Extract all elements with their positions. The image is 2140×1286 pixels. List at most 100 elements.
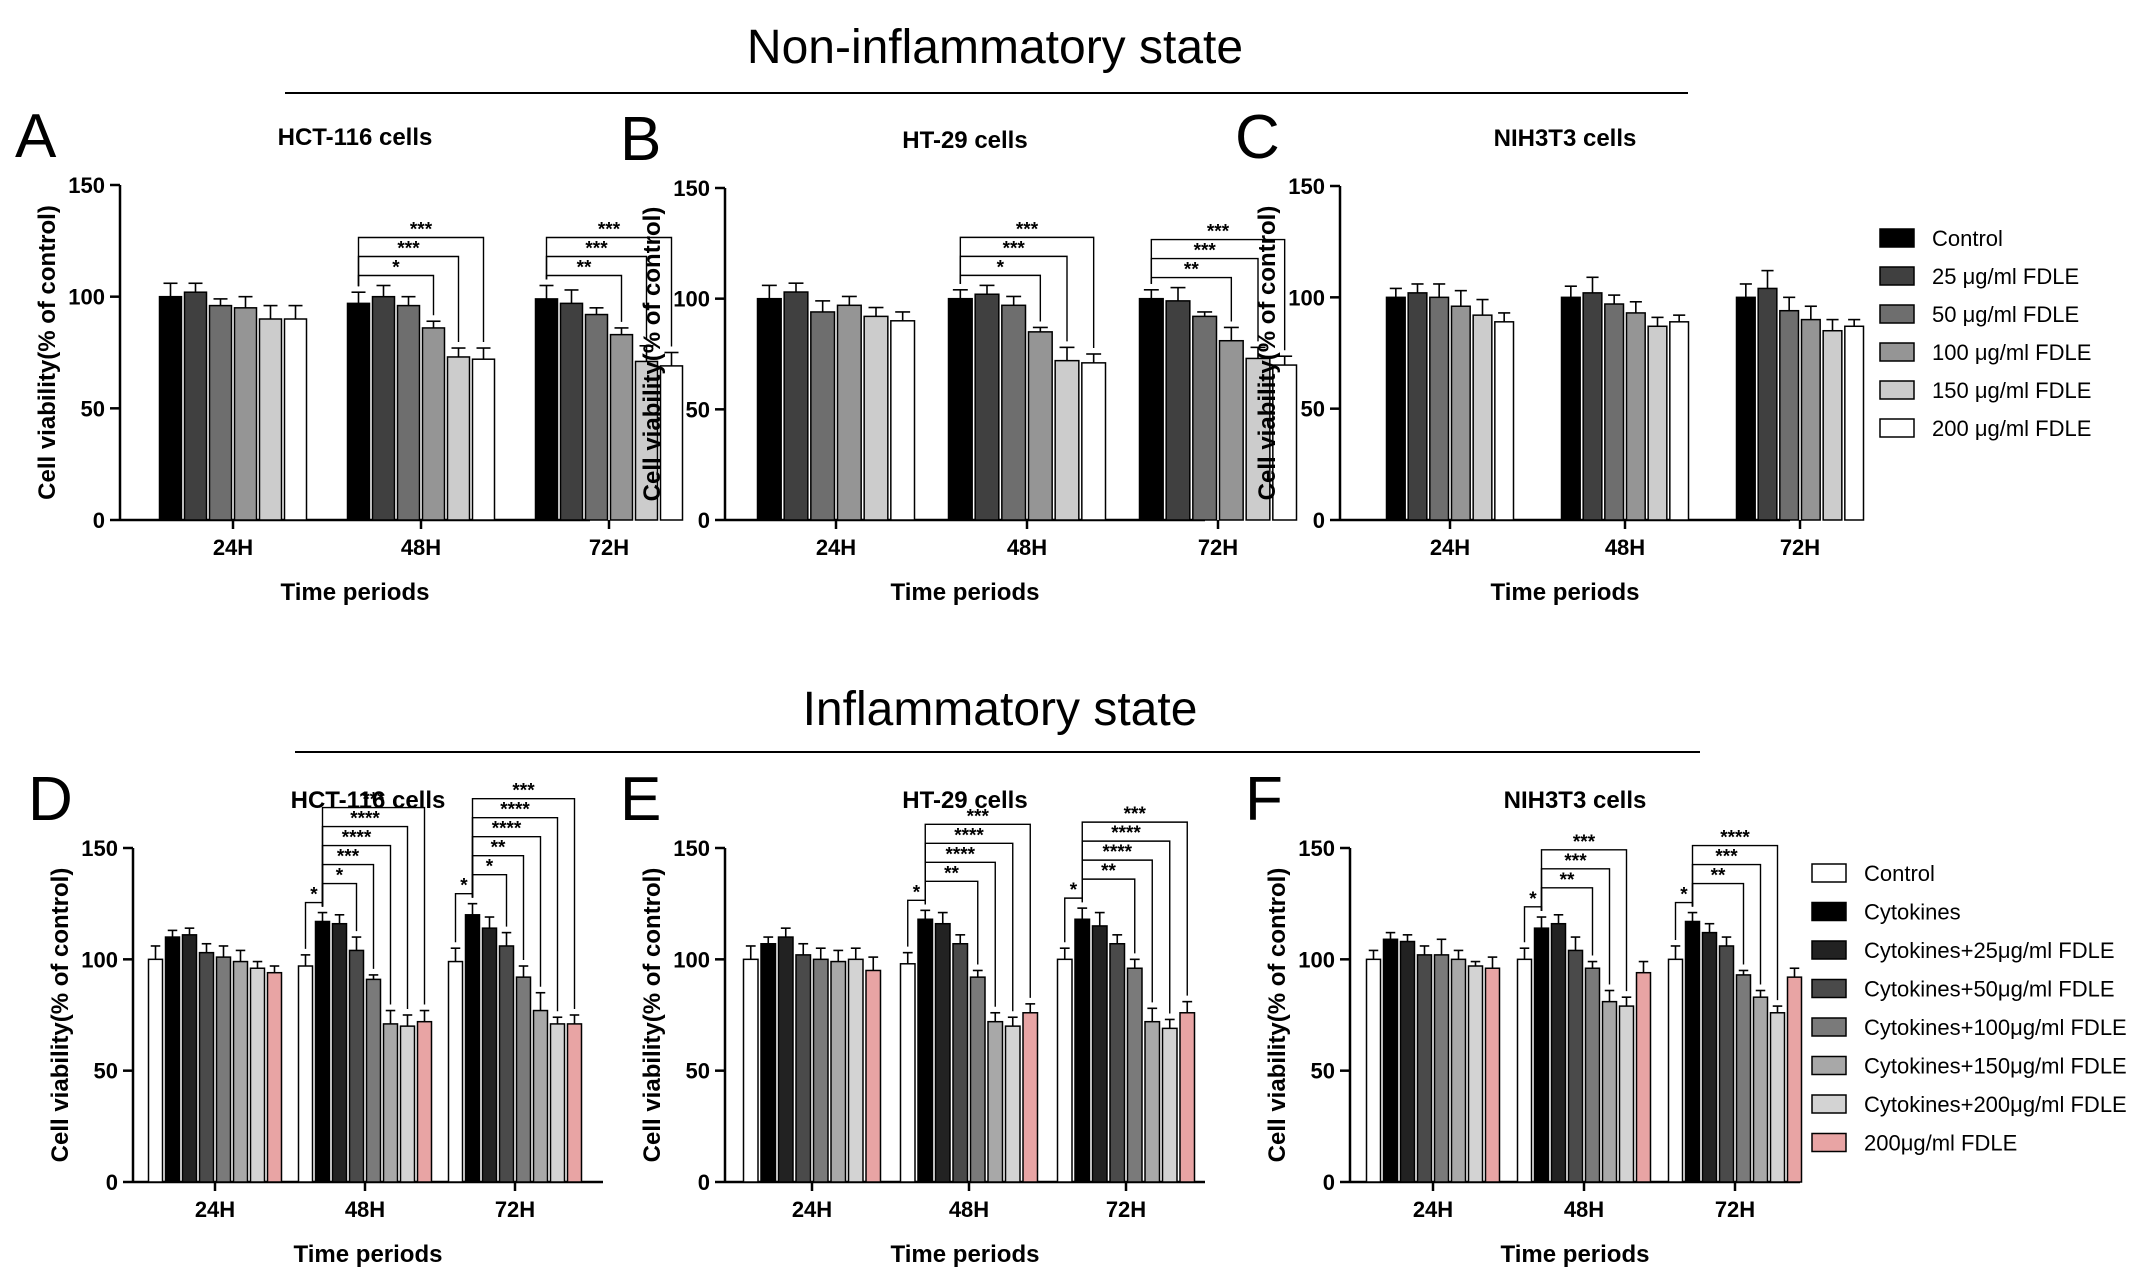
bar: [865, 969, 882, 1183]
bar: [760, 942, 777, 1183]
panel-e: E HT-29 cells 0 50 100 150 Time periods Cell vi…: [620, 765, 1205, 1268]
bar: [1004, 1025, 1021, 1183]
bar: [1533, 927, 1550, 1183]
bar: [549, 1023, 566, 1183]
x-tick-label: 72H: [1106, 1197, 1146, 1222]
bar: [1560, 296, 1581, 521]
significance-label: *: [310, 885, 318, 906]
bar: [559, 302, 584, 521]
significance-label: *: [913, 882, 921, 903]
legend-label: Control: [1864, 861, 1935, 886]
bar: [1407, 292, 1428, 521]
x-axis-label: Time periods: [281, 579, 430, 606]
bar: [471, 358, 496, 521]
legend-label: 200 μg/ml FDLE: [1932, 416, 2091, 441]
legend-label: 100 μg/ml FDLE: [1932, 340, 2091, 365]
bar: [756, 297, 782, 521]
x-axis-label: Time periods: [891, 579, 1040, 606]
x-tick-label: 24H: [792, 1197, 832, 1222]
y-tick-label: 0: [1323, 1170, 1335, 1195]
bar: [1769, 1012, 1786, 1183]
bar: [952, 942, 969, 1183]
legend-swatch: [1879, 304, 1915, 324]
legend-label: Control: [1932, 226, 2003, 251]
bar: [795, 954, 812, 1183]
bar: [297, 965, 314, 1183]
bar: [777, 936, 794, 1183]
bar: [346, 302, 371, 521]
y-axis-label: Cell viability(% of control): [1264, 868, 1291, 1163]
bar: [847, 958, 864, 1183]
bar: [1684, 920, 1701, 1183]
legend-swatch: [1879, 380, 1915, 400]
bar: [1582, 292, 1603, 521]
panel-title: HT-29 cells: [902, 787, 1027, 814]
panel-letter: F: [1245, 765, 1283, 834]
bar: [1056, 958, 1073, 1183]
bar: [421, 327, 446, 521]
bar: [1022, 1012, 1039, 1183]
bar: [1272, 364, 1298, 521]
legend-swatch: [1811, 863, 1847, 883]
legend-item: Cytokines+100μg/ml FDLE: [1811, 1015, 2127, 1040]
bar: [447, 960, 464, 1183]
x-tick-label: 72H: [1780, 535, 1820, 560]
legend-swatch: [1879, 342, 1915, 362]
bar: [659, 365, 684, 521]
significance-label: ****: [1111, 823, 1141, 844]
legend-label: Cytokines+150μg/ml FDLE: [1864, 1054, 2127, 1079]
y-tick-label: 150: [673, 836, 710, 861]
bar: [1472, 314, 1493, 521]
legend-item: Control: [1811, 861, 1935, 886]
bar: [1647, 325, 1668, 521]
bar: [1144, 1020, 1161, 1183]
bar: [249, 967, 266, 1183]
legend-item: 50 μg/ml FDLE: [1879, 302, 2079, 327]
panel-d: D HCT-116 cells 0 50 100 150 Time periods Cell …: [28, 765, 603, 1268]
bar: [371, 295, 396, 521]
significance-label: *: [1680, 885, 1688, 906]
bar: [1667, 958, 1684, 1183]
y-tick-label: 50: [81, 396, 105, 421]
bar: [1161, 1027, 1178, 1183]
bar: [1179, 1012, 1196, 1183]
x-axis-label: Time periods: [1491, 579, 1640, 606]
bar: [382, 1023, 399, 1183]
y-tick-label: 150: [81, 836, 118, 861]
bar: [742, 958, 759, 1183]
bar: [1822, 329, 1843, 521]
legend-swatch: [1879, 228, 1915, 248]
legend-item: 200 μg/ml FDLE: [1879, 416, 2091, 441]
bar: [1601, 1000, 1618, 1183]
bar: [215, 956, 232, 1183]
y-tick-label: 0: [698, 508, 710, 533]
bar: [890, 320, 916, 521]
bar: [1786, 976, 1803, 1183]
x-tick-label: 24H: [816, 535, 856, 560]
legend-item: Cytokines+150μg/ml FDLE: [1811, 1054, 2127, 1079]
legend-swatch: [1811, 1055, 1847, 1076]
significance-bracket: [1691, 844, 1779, 1001]
panel-letter: B: [620, 105, 661, 174]
legend-label: Cytokines+25μg/ml FDLE: [1864, 938, 2115, 963]
bar: [232, 960, 249, 1183]
y-tick-label: 150: [68, 173, 105, 198]
bar: [1074, 918, 1091, 1183]
y-tick-label: 50: [94, 1059, 118, 1084]
significance-label: ****: [500, 800, 530, 821]
significance-label: **: [944, 863, 959, 884]
bar: [899, 963, 916, 1183]
legend-label: Cytokines+200μg/ml FDLE: [1864, 1092, 2127, 1117]
bar: [1701, 931, 1718, 1183]
legend-swatch: [1879, 266, 1915, 286]
legend-swatch: [1879, 418, 1915, 438]
significance-bracket: [357, 236, 485, 343]
bar: [783, 291, 809, 521]
panel-f: F NIH3T3 cells 0 50 100 150 Time periods Cell v…: [1245, 765, 2127, 1268]
significance-label: ***: [410, 220, 433, 241]
bar: [584, 313, 609, 521]
bar: [1399, 940, 1416, 1183]
significance-label: ***: [1207, 222, 1230, 243]
bar: [836, 304, 862, 521]
bar: [830, 960, 847, 1183]
